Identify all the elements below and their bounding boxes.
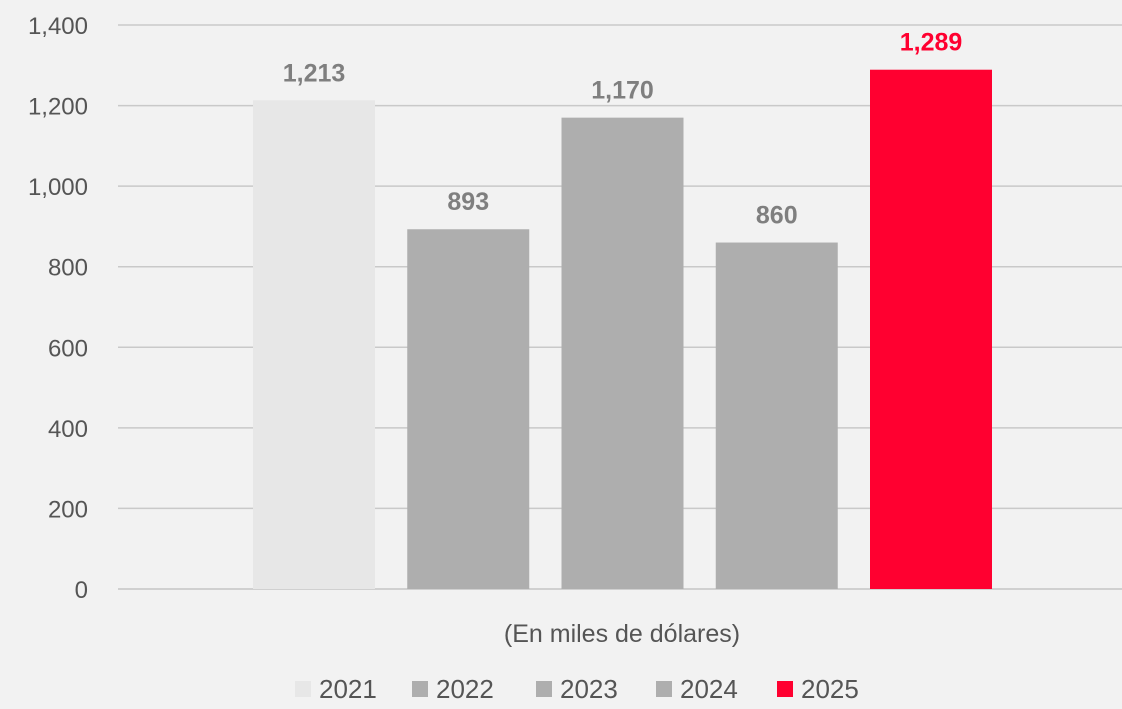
legend-label-2025: 2025: [801, 674, 859, 704]
data-label-2023: 1,170: [591, 77, 654, 105]
bars: [253, 69, 992, 590]
legend-swatch-2021: [295, 681, 311, 697]
y-tick-label: 600: [48, 335, 88, 362]
legend-swatch-2023: [536, 681, 552, 697]
legend: 2021 2022 2023 2024 2025: [295, 674, 859, 704]
data-label-2022: 893: [447, 188, 489, 216]
bar-2022: [407, 229, 530, 589]
y-tick-label: 1,000: [28, 174, 88, 201]
bar-2023: [561, 117, 684, 590]
bar-2021: [253, 100, 375, 589]
y-tick-label: 800: [48, 255, 88, 282]
legend-swatch-2024: [656, 681, 672, 697]
y-tick-label: 1,200: [28, 94, 88, 121]
bar-2025: [870, 69, 992, 589]
x-axis-label: (En miles de dólares): [504, 620, 740, 648]
legend-swatch-2022: [412, 681, 428, 697]
legend-label-2024: 2024: [680, 674, 738, 704]
legend-label-2021: 2021: [319, 674, 377, 704]
data-label-2024: 860: [756, 202, 798, 230]
y-tick-label: 400: [48, 416, 88, 443]
data-labels: 1,213 893 1,170 860 1,289: [283, 29, 963, 230]
legend-label-2023: 2023: [560, 674, 618, 704]
bar-2024: [715, 242, 838, 590]
data-label-2021: 1,213: [283, 59, 346, 87]
y-axis-ticks: 0 200 400 600 800 1,000 1,200 1,400: [28, 13, 88, 604]
y-tick-label: 1,400: [28, 13, 88, 40]
y-tick-label: 200: [48, 496, 88, 523]
y-tick-label: 0: [75, 577, 88, 604]
legend-swatch-2025: [777, 681, 793, 697]
legend-label-2022: 2022: [436, 674, 494, 704]
data-label-2025: 1,289: [900, 29, 963, 57]
